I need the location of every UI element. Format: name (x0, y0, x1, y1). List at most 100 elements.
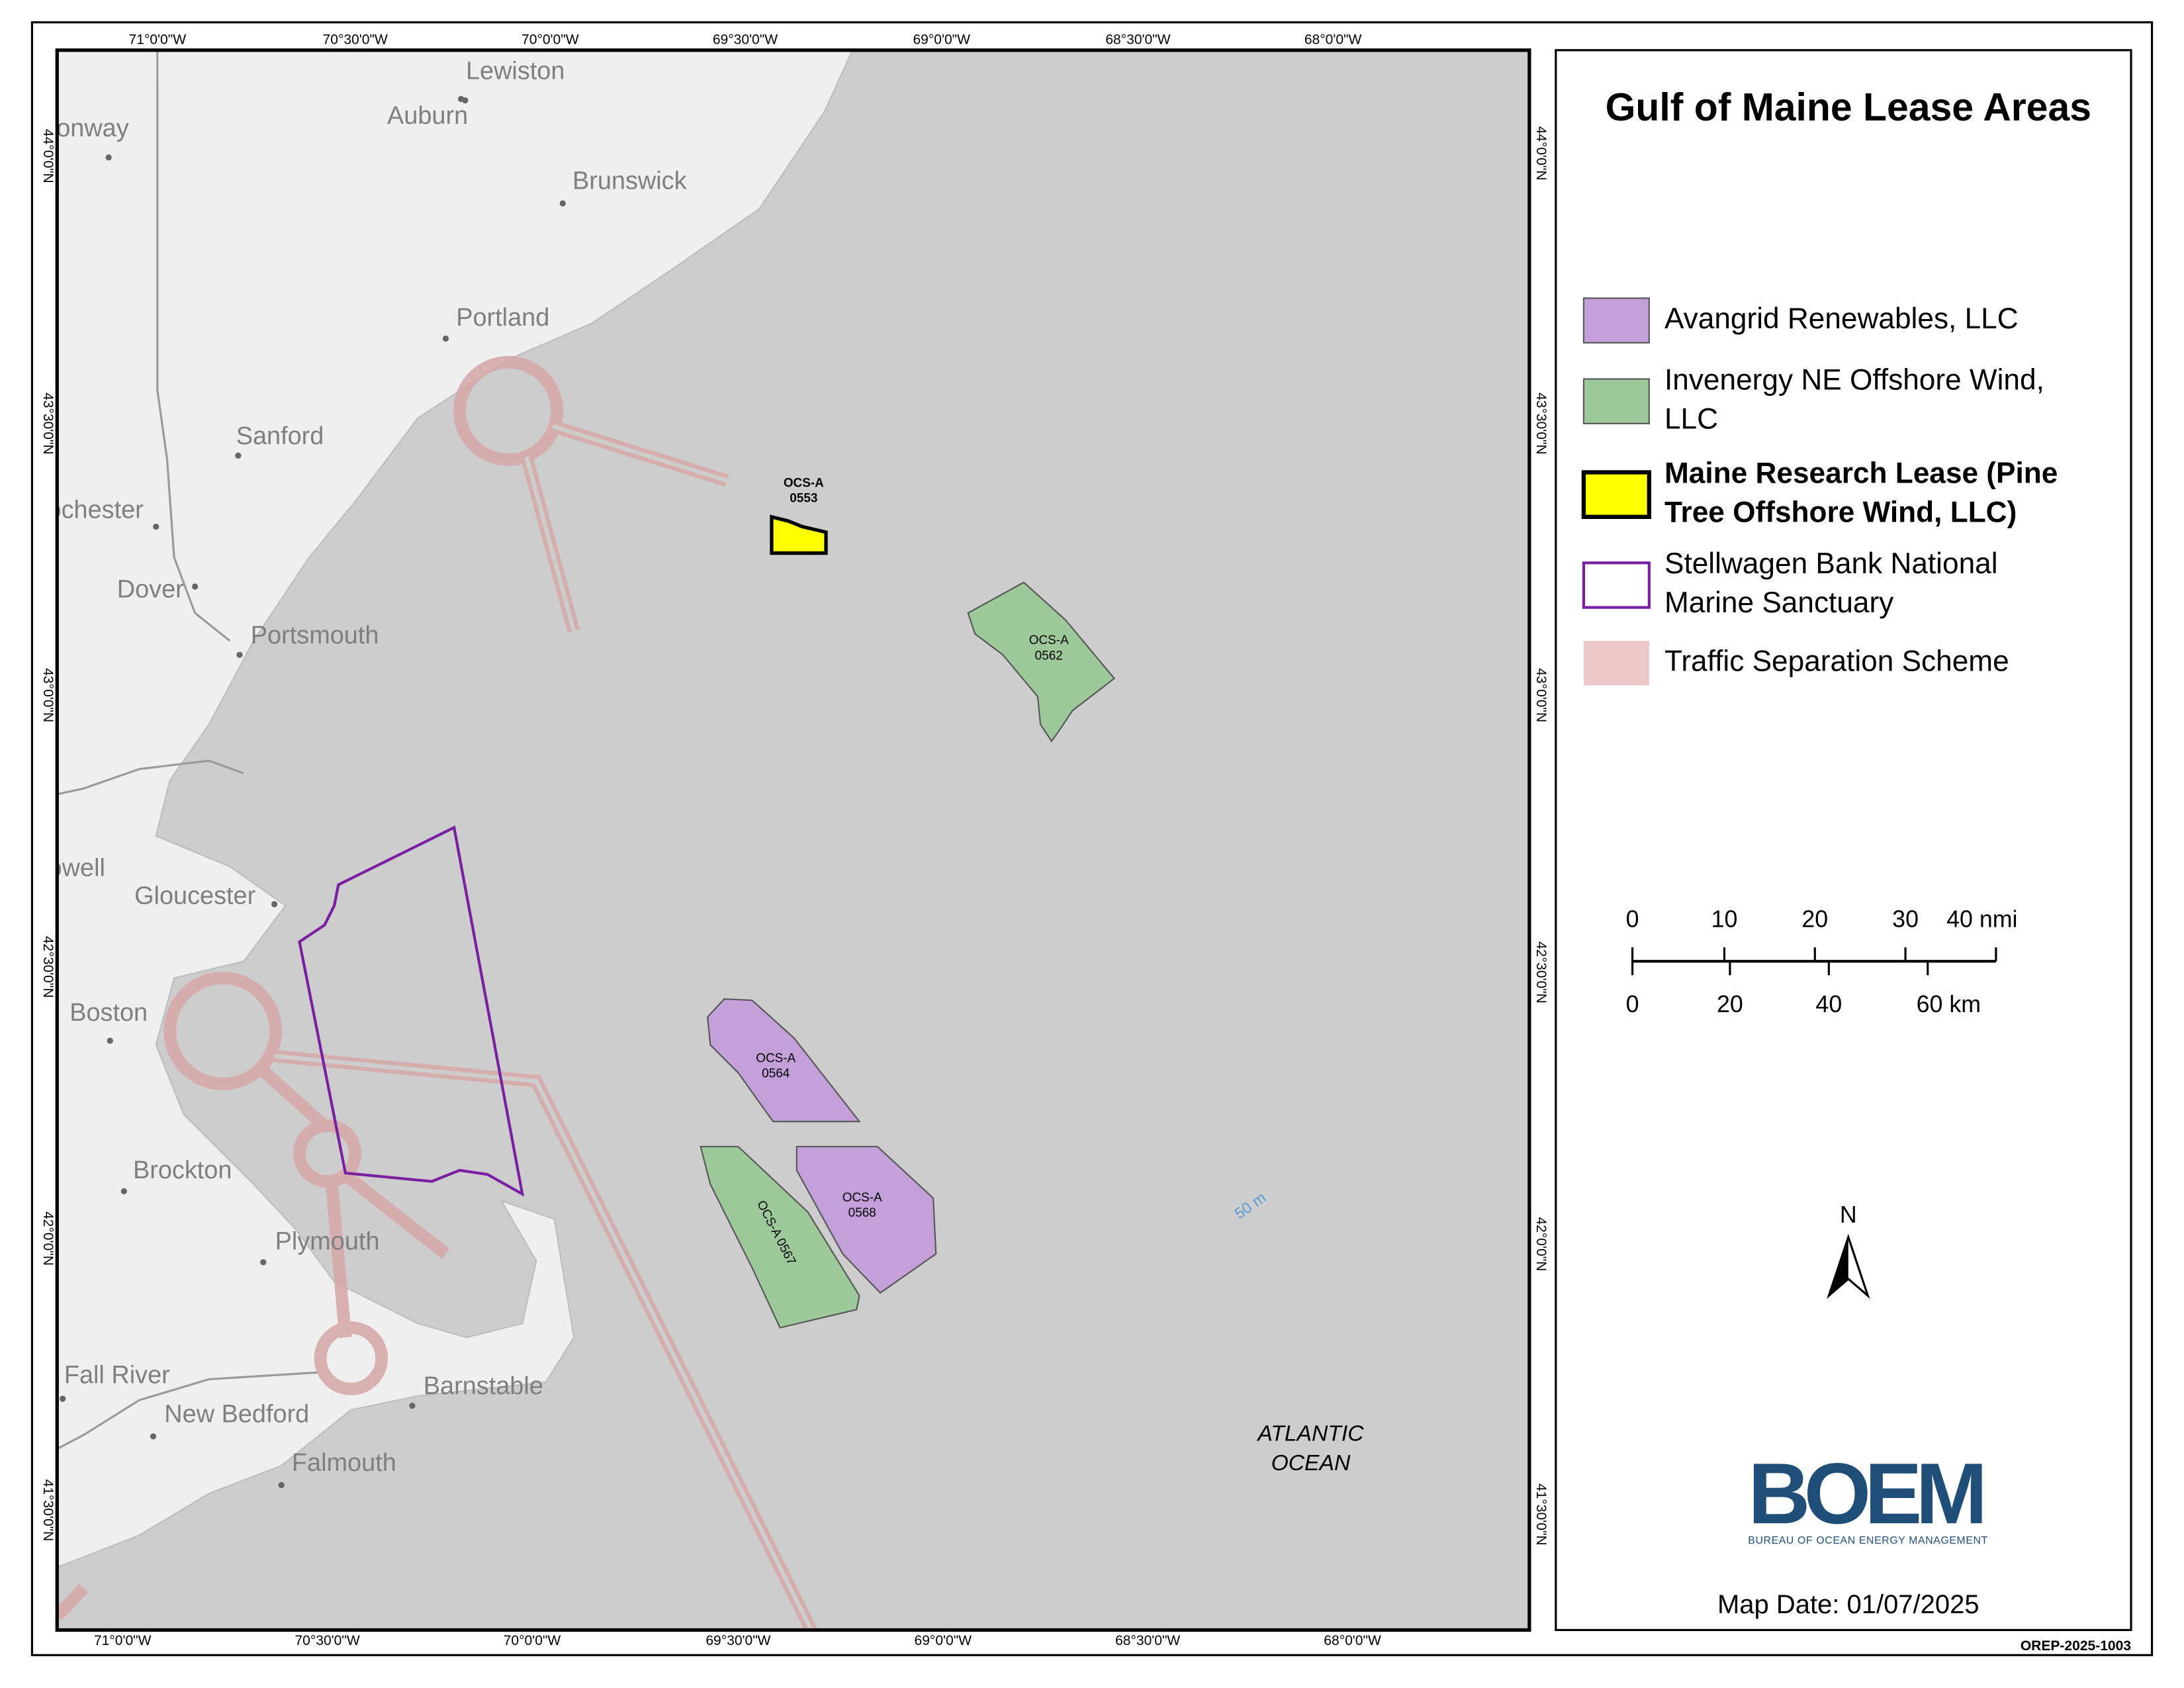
lease-label: OCS-A (1029, 633, 1069, 647)
place-dot (278, 1481, 285, 1489)
scale-label: 40 nmi (1946, 906, 2017, 933)
graticule-label: 70°0'0"W (504, 1633, 561, 1648)
north-label: N (1840, 1201, 1857, 1228)
place-label: Dover (117, 575, 184, 603)
legend-swatch (1582, 297, 1650, 344)
scale-label: 20 (1717, 991, 1743, 1017)
graticule-label: 42°30'0"N (1533, 941, 1549, 1004)
title: Gulf of Maine Lease Areas (1606, 86, 2091, 129)
scale-label: 40 (1815, 991, 1842, 1017)
legend-label: Traffic Separation Scheme (1664, 645, 2009, 677)
place-label: Portsmouth (251, 622, 379, 649)
place-label: Gloucester (134, 882, 255, 910)
map-body: Lewiston Auburn Conway Brunswick Portland San… (29, 50, 1529, 1630)
legend-label: Tree Offshore Wind, LLC) (1664, 496, 2017, 528)
graticule-label: 68°30'0"W (1105, 32, 1170, 48)
place-label: Lowell (34, 854, 105, 882)
graticule-label: 71°0'0"W (94, 1633, 152, 1648)
legend-label: LLC (1664, 402, 1718, 435)
place-label: Auburn (387, 102, 468, 130)
place-dot (107, 1037, 113, 1044)
lease-0562 (967, 581, 1116, 743)
graticule-label: 43°30'0"N (1533, 393, 1549, 455)
graticule-label: 71°0'0"W (129, 32, 187, 48)
place-label: New Bedford (164, 1400, 309, 1428)
place-label: Brunswick (572, 167, 687, 195)
legend-label: Stellwagen Bank National (1664, 547, 1998, 580)
place-dot (236, 651, 243, 658)
graticule-label: 42°0'0"N (1533, 1217, 1549, 1272)
graticule-label: 43°30'0"N (40, 393, 56, 455)
legend-swatch (1583, 641, 1649, 686)
graticule-label: 70°0'0"W (522, 32, 579, 48)
place-label: Plymouth (275, 1227, 380, 1255)
graticule-label: 42°0'0"N (40, 1211, 56, 1266)
graticule-label: 43°0'0"N (40, 668, 56, 722)
place-dot (260, 1259, 267, 1266)
graticule-label: 68°0'0"W (1324, 1633, 1381, 1648)
legend-swatch (1581, 470, 1651, 519)
map-frame (55, 48, 1531, 1632)
lease-label: 0568 (848, 1206, 876, 1220)
place-label: Sanford (236, 422, 324, 450)
graticule-label: 69°30'0"W (713, 32, 778, 48)
lease-label: 0564 (762, 1067, 790, 1081)
place-dot (235, 452, 242, 459)
graticule-label: 41°30'0"N (1533, 1483, 1549, 1546)
place-dot (150, 1433, 157, 1440)
graticule-label: 43°0'0"N (1533, 668, 1549, 722)
graticule-label: 44°0'0"N (1533, 126, 1549, 181)
place-label: Conway (38, 115, 129, 142)
graticule-label: 69°0'0"W (913, 32, 970, 48)
place-dot (120, 1188, 127, 1195)
graticule-label: 44°0'0"N (40, 129, 56, 183)
lease-label: OCS-A (756, 1052, 796, 1066)
ocean-label: OCEAN (1271, 1451, 1351, 1476)
graticule-label: 70°30'0"W (295, 1633, 359, 1648)
graticule-label: 69°0'0"W (915, 1633, 972, 1648)
scale-label: 20 (1801, 906, 1828, 933)
scale-label: 30 (1892, 906, 1919, 933)
logo-subtitle: BUREAU OF OCEAN ENERGY MANAGEMENT (1748, 1535, 1987, 1546)
lease-0564 (707, 998, 861, 1123)
place-dot (153, 523, 159, 530)
place-label: Rochester (29, 496, 144, 524)
scale-label: 0 (1626, 991, 1639, 1017)
place-dot (442, 335, 449, 342)
state-borders (57, 50, 321, 1450)
place-dot (409, 1402, 416, 1409)
legend-panel (1555, 49, 2132, 1631)
map-date: Map Date: 01/07/2025 (1717, 1590, 1979, 1619)
lease-label: OCS-A (842, 1191, 882, 1205)
graticule-label: 68°30'0"W (1115, 1633, 1180, 1648)
lease-0567 (700, 1146, 860, 1329)
ocean-label: ATLANTIC (1256, 1422, 1364, 1446)
legend-swatch (1582, 561, 1651, 609)
place-dot (60, 1395, 66, 1402)
place-dot (192, 583, 199, 590)
place-label: Barnstable (424, 1372, 543, 1400)
place-label: Falmouth (292, 1449, 396, 1477)
north-arrow-half (1829, 1237, 1848, 1296)
place-dot (559, 200, 566, 207)
place-label: Fall River (64, 1361, 170, 1389)
legend-label: Invenergy NE Offshore Wind, (1664, 363, 2044, 396)
logo-name: BOEM (1748, 1445, 1987, 1542)
place-dot (271, 901, 278, 908)
lease-0553 (770, 514, 828, 555)
graticule-label: 69°30'0"W (705, 1633, 770, 1648)
place-label: Lewiston (466, 57, 565, 85)
graticule-label: 68°0'0"W (1304, 32, 1362, 48)
graticule-label: 41°30'0"N (40, 1479, 56, 1542)
stellwagen-bank (298, 825, 525, 1197)
lease-0568 (796, 1146, 937, 1294)
lease-label: OCS-A (784, 476, 824, 490)
scale-label: 10 (1711, 906, 1738, 933)
graticule-label: 42°30'0"N (40, 936, 56, 998)
place-dot (105, 154, 112, 161)
place-label: Boston (69, 999, 148, 1027)
traffic-lane-separation (274, 424, 814, 1630)
document-id: OREP-2025-1003 (2021, 1638, 2131, 1654)
